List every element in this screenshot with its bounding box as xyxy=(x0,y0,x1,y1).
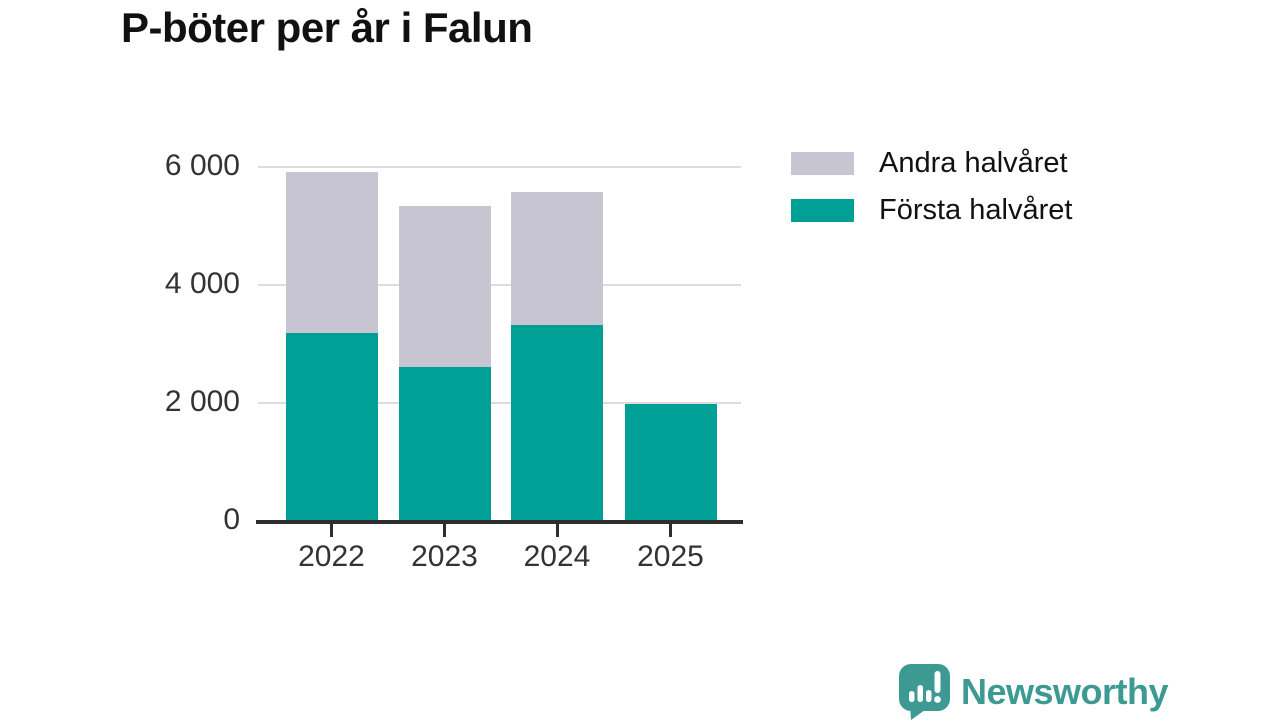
legend: Andra halvåret Första halvåret xyxy=(791,147,1072,246)
y-axis-label-4000: 4 000 xyxy=(164,266,240,300)
bar-2025-forsta xyxy=(624,404,717,521)
bar-2022-andra xyxy=(285,171,378,333)
gridline-6000 xyxy=(258,165,741,168)
bar-2024-andra xyxy=(511,192,603,325)
newsworthy-logo-text: Newsworthy xyxy=(961,670,1169,712)
gridline-2000 xyxy=(258,401,741,404)
newsworthy-logo-icon xyxy=(899,664,950,720)
x-axis-tick-2024 xyxy=(555,524,559,537)
bar-2024-forsta xyxy=(511,324,603,521)
x-axis-label-2022: 2022 xyxy=(298,540,365,573)
x-axis-tick-2025 xyxy=(669,524,672,537)
gridline-4000 xyxy=(258,283,741,286)
bar-2023-andra xyxy=(398,206,491,367)
legend-label-forsta-halvaret: Första halvåret xyxy=(879,194,1073,226)
x-axis-label-2025: 2025 xyxy=(637,540,704,573)
legend-swatch-forsta-halvaret xyxy=(791,199,854,222)
x-axis-tick-2023 xyxy=(443,524,446,537)
legend-label-andra-halvaret: Andra halvåret xyxy=(879,147,1068,179)
y-axis-label-2000: 2 000 xyxy=(164,384,240,418)
newsworthy-logo: Newsworthy xyxy=(898,663,1169,720)
bar-2023-forsta xyxy=(398,366,491,521)
legend-swatch-andra-halvaret xyxy=(791,152,854,175)
y-axis-label-0: 0 xyxy=(223,503,240,536)
legend-item-andra-halvaret: Andra halvåret xyxy=(791,147,1072,179)
x-axis-label-2023: 2023 xyxy=(411,540,478,573)
x-axis-label-2024: 2024 xyxy=(523,540,591,573)
chart-title: P-böter per år i Falun xyxy=(121,4,533,51)
legend-item-forsta-halvaret: Första halvåret xyxy=(791,194,1072,226)
bar-2022-forsta xyxy=(285,332,378,521)
x-axis-tick-2022 xyxy=(330,524,333,537)
x-axis-line xyxy=(256,520,743,524)
y-axis-label-6000: 6 000 xyxy=(164,148,240,182)
